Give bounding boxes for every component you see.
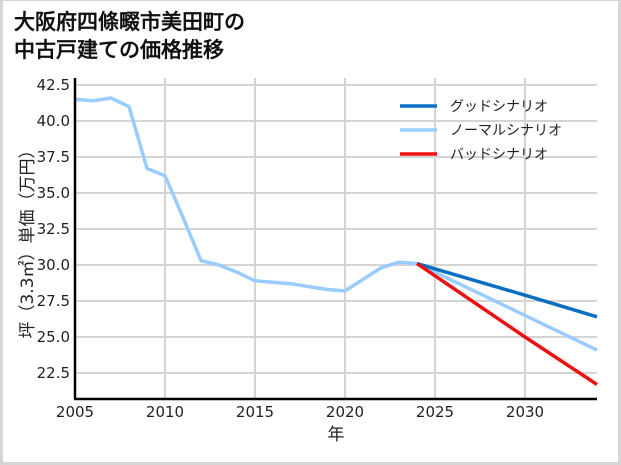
- x-tick-label: 2015: [236, 403, 274, 421]
- y-axis-label: 坪（3.3㎡）単価（万円）: [18, 141, 38, 338]
- series-lines: [74, 96, 598, 386]
- x-tick-label: 2020: [326, 403, 364, 421]
- x-tick-label: 2005: [56, 403, 94, 421]
- legend-label: バッドシナリオ: [450, 147, 548, 163]
- x-tick-label: 2030: [506, 403, 544, 421]
- y-tick-label: 42.5: [37, 76, 70, 94]
- y-tick-label: 32.5: [37, 220, 70, 238]
- y-tick-labels: 42.5 40.0 37.5 35.0 32.5 30.0 27.5 25.0 22.5: [37, 76, 70, 382]
- chart-title-line-1: 大阪府四條畷市美田町の: [14, 10, 245, 34]
- axes: [73, 78, 597, 401]
- y-tick-label: 30.0: [37, 256, 70, 274]
- y-tick-label: 37.5: [37, 148, 70, 166]
- y-tick-label: 40.0: [37, 112, 70, 130]
- series-line: [74, 96, 598, 352]
- y-tick-label: 22.5: [37, 364, 70, 382]
- y-tick-label: 27.5: [37, 292, 70, 310]
- series-line: [416, 261, 598, 319]
- legend-label: ノーマルシナリオ: [450, 123, 562, 139]
- x-tick-label: 2025: [416, 403, 454, 421]
- x-axis-label: 年: [328, 425, 345, 445]
- series-line: [416, 262, 598, 386]
- x-tick-label: 2010: [146, 403, 184, 421]
- y-tick-label: 35.0: [37, 184, 70, 202]
- legend-label: グッドシナリオ: [450, 99, 548, 115]
- chart-title-line-2: 中古戸建ての価格推移: [14, 38, 224, 62]
- chart-title: 大阪府四條畷市美田町の 中古戸建ての価格推移: [14, 8, 245, 64]
- y-tick-label: 25.0: [37, 328, 70, 346]
- x-tick-labels: 2005 2010 2015 2020 2025 2030: [56, 403, 544, 421]
